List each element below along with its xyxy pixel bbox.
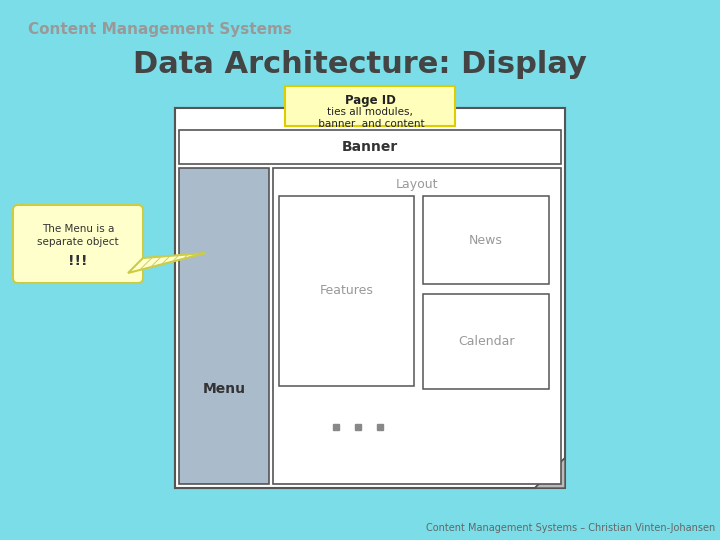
Text: !!!: !!!	[68, 254, 88, 268]
FancyBboxPatch shape	[285, 86, 455, 126]
Text: Content Management Systems: Content Management Systems	[28, 22, 292, 37]
Text: Content Management Systems – Christian Vinten-Johansen: Content Management Systems – Christian V…	[426, 523, 715, 533]
FancyBboxPatch shape	[175, 108, 565, 488]
Polygon shape	[175, 108, 565, 488]
Text: Data Architecture: Display: Data Architecture: Display	[133, 50, 587, 79]
Text: Page ID: Page ID	[345, 94, 395, 107]
FancyBboxPatch shape	[279, 196, 415, 386]
Text: Calendar: Calendar	[458, 335, 514, 348]
FancyBboxPatch shape	[423, 196, 549, 285]
FancyBboxPatch shape	[423, 294, 549, 389]
Text: The Menu is a
separate object: The Menu is a separate object	[37, 224, 119, 247]
Text: ties all modules,
 banner  and content: ties all modules, banner and content	[315, 107, 425, 130]
Polygon shape	[535, 458, 565, 488]
Polygon shape	[128, 253, 206, 273]
Text: News: News	[469, 234, 503, 247]
Text: Layout: Layout	[396, 178, 438, 191]
FancyBboxPatch shape	[179, 168, 269, 484]
Text: Features: Features	[320, 284, 374, 298]
FancyBboxPatch shape	[273, 168, 561, 484]
FancyBboxPatch shape	[13, 205, 143, 283]
Text: Menu: Menu	[202, 382, 246, 396]
Text: Banner: Banner	[342, 140, 398, 154]
FancyBboxPatch shape	[179, 130, 561, 164]
